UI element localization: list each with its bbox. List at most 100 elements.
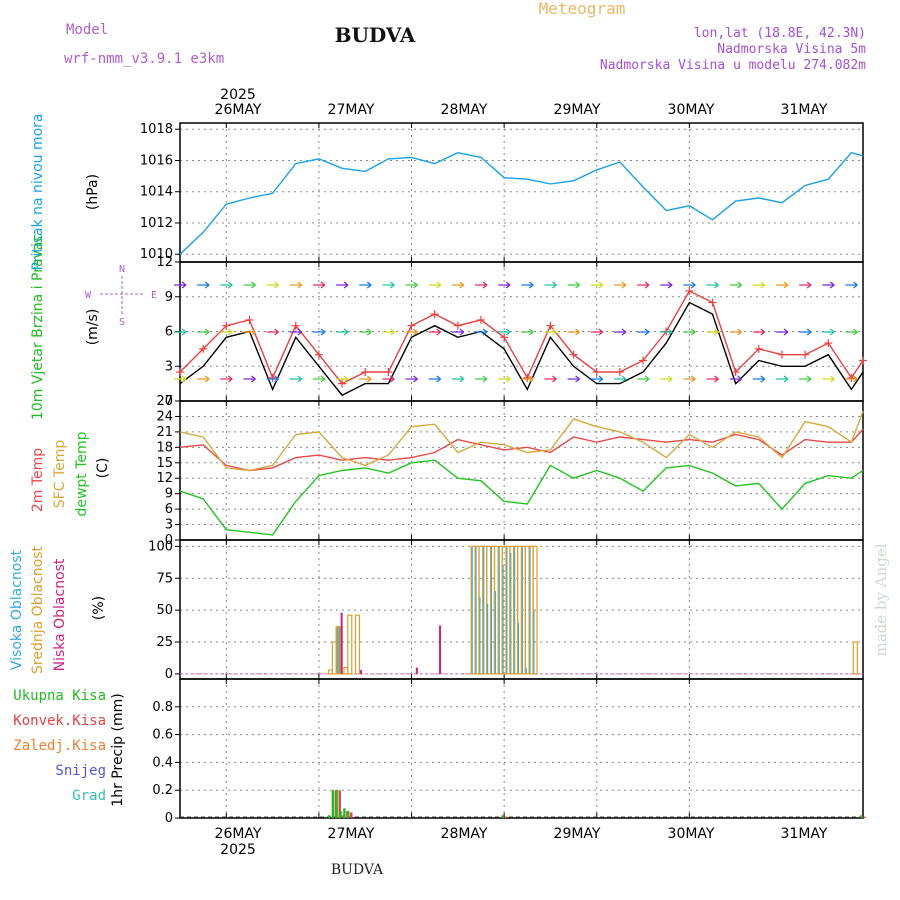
legend-freezing-rain: Zaledj.Kisa	[13, 738, 106, 754]
wind-direction-arrow-icon	[289, 375, 303, 383]
compass-south-label: S	[119, 317, 125, 328]
precip-bar	[327, 815, 331, 818]
wind-direction-arrow-icon	[683, 281, 696, 289]
wind-direction-arrow-icon	[521, 281, 534, 289]
wind-direction-arrow-icon	[752, 375, 766, 383]
wind-direction-arrow-icon	[752, 328, 766, 336]
precip-legend: Ukupna Kisa Konvek.Kisa Zaledj.Kisa Snij…	[13, 688, 126, 807]
temp2m-title: 2m Temp	[30, 448, 46, 512]
wind-gust-marker	[708, 298, 717, 307]
wind-direction-arrow-icon	[266, 328, 279, 336]
pressure-line	[179, 151, 864, 255]
wind-direction-arrow-icon	[521, 328, 534, 336]
panel-frame	[179, 122, 864, 263]
temperature-legend: 2m Temp SFC Temp dewpt Temp (C)	[30, 431, 111, 516]
cloud-bar	[852, 641, 858, 675]
precip-bar	[338, 790, 341, 818]
cloud-bar	[359, 670, 362, 674]
wind-direction-arrow-icon	[590, 281, 604, 289]
wind-direction-arrow-icon	[312, 281, 326, 289]
wind-gust-marker	[824, 339, 833, 348]
wind-direction-arrow-icon	[799, 281, 812, 289]
wind-direction-arrow-icon	[845, 328, 858, 336]
wind-direction-arrow-icon	[799, 328, 812, 336]
wind-direction-arrow-icon	[197, 281, 210, 289]
wind-direction-arrow-icon	[474, 328, 488, 336]
temp2m-line	[179, 428, 864, 472]
wind-direction-arrow-icon	[243, 328, 256, 336]
wind-gust-marker	[361, 368, 370, 377]
wind-direction-arrow-icon	[174, 375, 187, 383]
bottom-year-label: 2025	[220, 842, 256, 858]
wind-direction-arrow-icon	[637, 328, 650, 336]
cloud-bar	[415, 667, 418, 674]
wind-gust-marker	[777, 350, 786, 359]
wind-direction-arrow-icon	[637, 281, 650, 289]
wind-direction-arrow-icon	[382, 328, 395, 336]
y-tick-label: 0	[165, 533, 173, 548]
wind-gust-marker	[731, 368, 740, 377]
cloud-unit: (%)	[91, 596, 107, 620]
y-tick-label: 0.2	[152, 783, 173, 798]
wind-direction-arrow-icon	[382, 281, 395, 289]
watermark: made by Angel	[872, 543, 890, 656]
top-date-label: 30MAY	[668, 102, 715, 118]
wind-direction-arrow-icon	[613, 328, 627, 336]
y-tick-label: 75	[156, 571, 173, 586]
wind-gust-marker	[847, 373, 856, 382]
precip-bar	[501, 815, 504, 818]
temp-unit: (C)	[95, 458, 111, 479]
precip-bar	[335, 790, 338, 818]
model-elevation-label: Nadmorska Visina u modelu 274.082m	[600, 58, 866, 73]
y-tick-label: 9	[165, 487, 173, 502]
wind-direction-arrow-icon	[451, 328, 465, 336]
wind-direction-legend: N W E S	[85, 264, 157, 328]
wind-direction-arrow-icon	[382, 375, 395, 383]
wind-speed-line	[179, 301, 864, 397]
wind-direction-arrow-icon	[498, 328, 511, 336]
wind-gust-marker	[430, 310, 439, 319]
wind-direction-arrow-icon	[220, 375, 233, 383]
wind-direction-arrow-icon	[544, 281, 557, 289]
model-label: Model	[66, 22, 108, 38]
wind-direction-arrow-icon	[336, 375, 349, 383]
wind-gust-marker	[314, 350, 323, 359]
top-date-label: 26MAY	[215, 102, 262, 118]
top-date-label: 28MAY	[441, 102, 488, 118]
wind-direction-arrow-icon	[729, 375, 743, 383]
coords-label: lon,lat (18.8E, 42.3N)	[694, 26, 866, 41]
bottom-date-label: 28MAY	[441, 826, 488, 842]
wind-gust-marker	[476, 315, 485, 324]
wind-gust-marker	[245, 315, 254, 324]
compass-north-label: N	[119, 264, 125, 275]
wind-gust-marker	[859, 356, 867, 365]
dewpt-title: dewpt Temp	[74, 431, 90, 516]
wind-direction-arrow-icon	[706, 328, 719, 336]
y-tick-label: 15	[156, 456, 173, 471]
cloud-bar	[439, 625, 442, 674]
y-tick-label: 50	[156, 603, 173, 618]
y-tick-label: 25	[156, 635, 173, 650]
wind-direction-arrow-icon	[243, 375, 256, 383]
wind-gust-marker	[222, 321, 231, 330]
y-tick-label: 0.6	[152, 728, 173, 743]
model-name: wrf-nmm_v3.9.1 e3km	[64, 51, 224, 67]
precip-bar	[347, 811, 350, 818]
wind-direction-arrow-icon	[405, 375, 418, 383]
panel-frame	[179, 400, 864, 541]
wind-unit: (m/s)	[85, 309, 101, 346]
wind-direction-arrow-icon	[822, 375, 835, 383]
wind-direction-arrow-icon	[197, 328, 210, 336]
y-tick-label: 27	[156, 394, 173, 409]
compass-west-label: W	[85, 290, 92, 301]
precip-bar	[331, 790, 335, 818]
y-tick-label: 21	[156, 425, 173, 440]
wind-direction-arrow-icon	[729, 328, 743, 336]
wind-direction-arrow-icon	[544, 375, 557, 383]
wind-direction-arrow-icon	[706, 375, 719, 383]
wind-gust-marker	[407, 321, 416, 330]
legend-total-rain: Ukupna Kisa	[13, 688, 106, 704]
wind-direction-arrow-icon	[498, 281, 511, 289]
y-tick-label: 12	[156, 255, 173, 270]
wind-direction-arrow-icon	[567, 328, 580, 336]
